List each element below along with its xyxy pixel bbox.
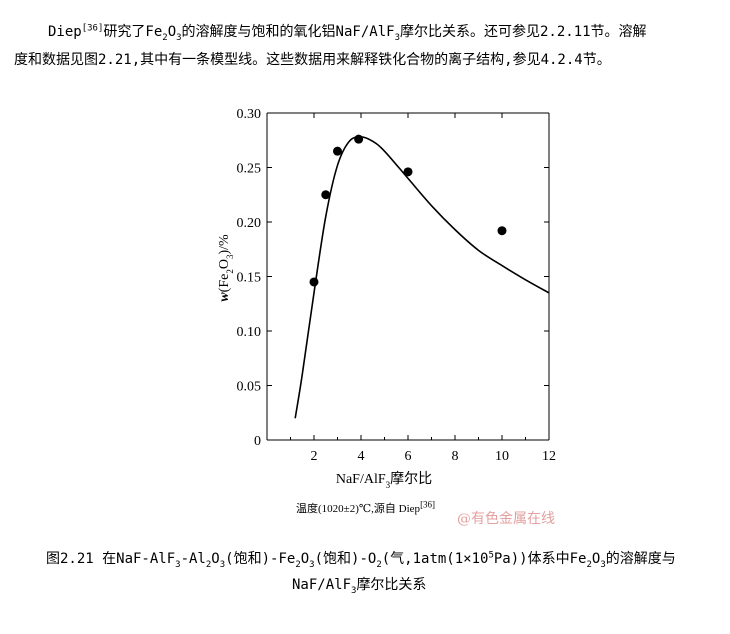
watermark: @有色金属在线 [457, 511, 555, 527]
data-point [321, 190, 331, 200]
subscript: 3 [219, 559, 226, 570]
subscript: 3 [176, 32, 182, 43]
x-tick-label: 10 [495, 449, 509, 464]
x-tick-label: 6 [405, 449, 412, 464]
subscript: 2 [205, 559, 212, 570]
data-point [354, 134, 364, 144]
source-note: 温度(1020±2)℃,源自 Diep[36] [296, 500, 435, 516]
y-tick-label: 0.05 [237, 380, 262, 395]
x-tick-label: 8 [452, 449, 459, 464]
y-tick-label: 0.10 [237, 325, 262, 340]
superscript: 5 [488, 550, 494, 561]
subscript: 2 [586, 559, 592, 570]
y-tick-label: 0.25 [237, 162, 262, 177]
caption-text: O [211, 551, 220, 567]
caption-text: 摩尔比关系 [356, 577, 427, 593]
reference-mark[interactable]: [36] [81, 23, 104, 34]
caption-text: (气,1atm(1×10 [381, 551, 489, 567]
data-point [309, 277, 319, 287]
subscript: 3 [309, 559, 315, 570]
model-line [294, 136, 550, 419]
x-tick-label: 12 [542, 449, 556, 464]
data-point [497, 226, 507, 236]
x-tick-label: 4 [358, 449, 365, 464]
paragraph-text: O [167, 24, 177, 40]
paragraph-text: 研究了Fe [103, 24, 163, 40]
y-tick-label: 0.30 [237, 107, 262, 122]
reference-mark[interactable]: [36] [420, 499, 436, 510]
caption-text: (饱和)-O [314, 551, 377, 567]
subscript: 3 [600, 559, 606, 570]
subscript: 2 [162, 32, 168, 43]
caption-text: 图2.21 在NaF-AlF [46, 551, 176, 567]
x-tick-label: 2 [311, 449, 318, 464]
caption-text: -Al [180, 551, 206, 567]
paragraph-line-2: 度和数据见图2.21,其中有一条模型线。这些数据用来解释铁化合物的离子结构,参见… [14, 52, 611, 68]
paragraph-text: 摩尔比关系。还可参见2.2.11节。溶解 [399, 24, 647, 40]
x-axis-label: NaF/AlF3摩尔比 [336, 470, 432, 490]
caption-line-2: NaF/AlF3摩尔比关系 [46, 572, 716, 598]
body-paragraph: Diep[36]研究了Fe2O3的溶解度与饱和的氧化铝NaF/AlF3摩尔比关系… [14, 18, 714, 74]
subscript: 3 [351, 585, 357, 596]
data-point [333, 146, 342, 156]
data-points [309, 134, 507, 287]
data-point [403, 167, 413, 177]
author-text: Diep [48, 24, 82, 40]
figure-caption: 图2.21 在NaF-AlF3-Al2O3(饱和)-Fe2O3(饱和)-O2(气… [46, 546, 716, 598]
caption-text: 的溶解度与 [605, 551, 676, 567]
paragraph-text: 的溶解度与饱和的氧化铝NaF/AlF [181, 24, 395, 40]
source-note-text: 温度(1020±2)℃,源自 Diep [296, 503, 421, 515]
caption-text: O [300, 551, 310, 567]
chart-ticks: 2 4 6 8 10 12 0 0.05 0.10 0.15 0.20 0.25 0.30 [237, 107, 557, 464]
chart-axes [266, 112, 550, 441]
y-tick-label: 0.20 [237, 216, 262, 231]
y-tick-label: 0.15 [237, 271, 262, 286]
subscript: 3 [394, 32, 400, 43]
caption-text: (饱和)-Fe [225, 551, 296, 567]
y-axis-label: w(Fe2O3)/% [217, 234, 235, 302]
paragraph-line-1: Diep[36]研究了Fe2O3的溶解度与饱和的氧化铝NaF/AlF3摩尔比关系… [14, 18, 714, 46]
subscript: 3 [175, 559, 181, 570]
caption-text: Pa))体系中Fe [493, 551, 587, 567]
y-tick-label: 0 [254, 434, 261, 449]
caption-line-1: 图2.21 在NaF-AlF3-Al2O3(饱和)-Fe2O3(饱和)-O2(气… [46, 546, 716, 572]
subscript: 2 [376, 559, 382, 570]
caption-text: O [591, 551, 601, 567]
caption-text: NaF/AlF [292, 577, 352, 593]
subscript: 2 [295, 559, 301, 570]
